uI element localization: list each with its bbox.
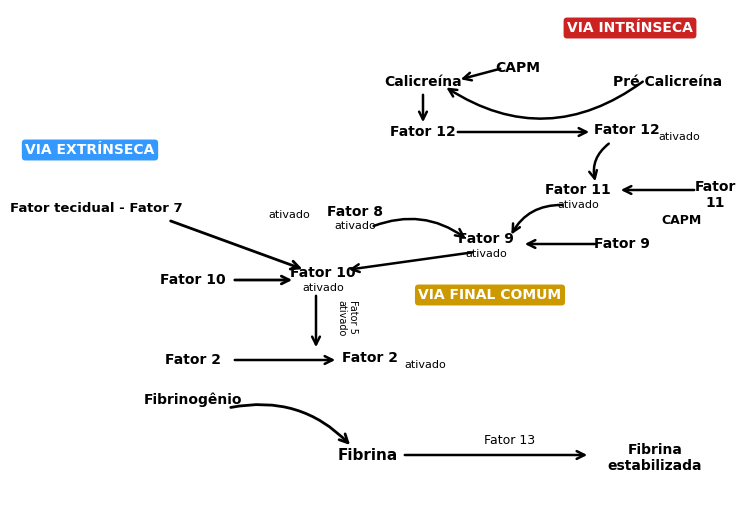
Text: CAPM: CAPM xyxy=(496,61,541,75)
Text: Fator 11: Fator 11 xyxy=(545,183,610,197)
Text: Calicreína: Calicreína xyxy=(384,75,462,89)
Text: ativado: ativado xyxy=(658,132,700,142)
Text: ativado: ativado xyxy=(268,210,310,220)
Text: Fator 9: Fator 9 xyxy=(594,237,650,251)
Text: Fibrina: Fibrina xyxy=(338,447,398,462)
Text: Fator 2: Fator 2 xyxy=(165,353,221,367)
Text: CAPM: CAPM xyxy=(662,213,702,227)
Text: VIA FINAL COMUM: VIA FINAL COMUM xyxy=(419,288,562,302)
Text: Fator 9: Fator 9 xyxy=(458,232,514,246)
Text: VIA INTRÍNSECA: VIA INTRÍNSECA xyxy=(567,21,693,35)
Text: Pré Calicreína: Pré Calicreína xyxy=(614,75,722,89)
Text: Fator 12: Fator 12 xyxy=(390,125,456,139)
Text: Fator 13: Fator 13 xyxy=(484,433,536,446)
Text: Fator 2: Fator 2 xyxy=(342,351,398,365)
Text: Fator tecidual - Fator 7: Fator tecidual - Fator 7 xyxy=(10,201,183,215)
Text: Fibrinogênio: Fibrinogênio xyxy=(144,393,242,407)
Text: ativado: ativado xyxy=(302,283,344,293)
Text: Fator 8: Fator 8 xyxy=(327,205,383,219)
Text: ativado: ativado xyxy=(557,200,598,210)
Text: Fator
11: Fator 11 xyxy=(694,180,736,210)
Text: VIA EXTRÍNSECA: VIA EXTRÍNSECA xyxy=(26,143,154,157)
Text: Fibrina
estabilizada: Fibrina estabilizada xyxy=(608,443,702,473)
Text: Fator 10: Fator 10 xyxy=(290,266,356,280)
Text: Fator 12: Fator 12 xyxy=(594,123,660,137)
Text: Fator 5
ativado: Fator 5 ativado xyxy=(336,300,358,336)
Text: ativado: ativado xyxy=(404,360,445,370)
Text: Fator 10: Fator 10 xyxy=(160,273,226,287)
Text: ativado: ativado xyxy=(334,221,376,231)
Text: ativado: ativado xyxy=(465,249,507,259)
